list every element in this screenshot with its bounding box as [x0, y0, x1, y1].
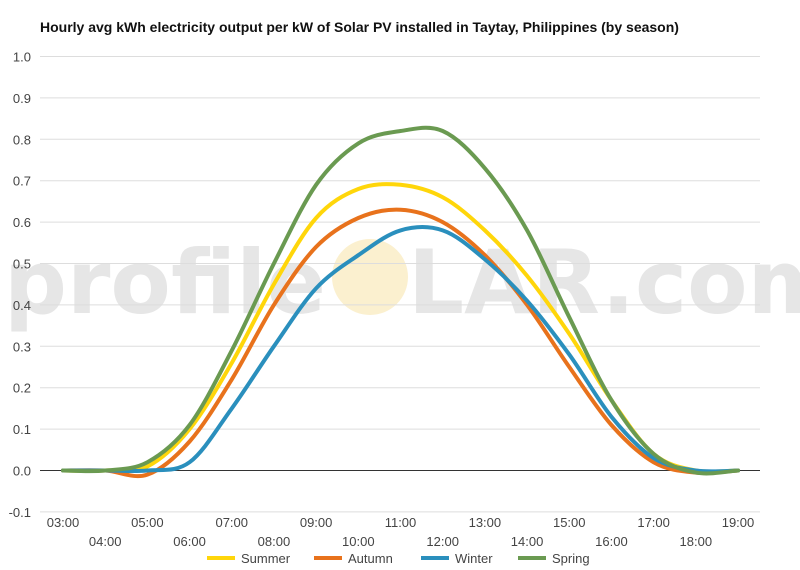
y-tick-label: 0.4 — [13, 298, 31, 313]
y-tick-label: -0.1 — [9, 505, 31, 520]
series-line-autumn — [61, 207, 740, 479]
x-tick-label: 18:00 — [680, 534, 713, 549]
x-axis: 03:00 04:00 05:00 06:00 07:00 08:00 09:00 10:00… — [47, 515, 755, 549]
legend-label-summer: Summer — [241, 551, 291, 566]
legend-label-autumn: Autumn — [348, 551, 393, 566]
series-line-winter — [61, 225, 740, 474]
x-tick-label: 14:00 — [511, 534, 544, 549]
y-tick-label: 0.7 — [13, 174, 31, 189]
x-tick-label: 12:00 — [426, 534, 459, 549]
x-tick-label: 07:00 — [215, 515, 248, 530]
x-tick-label: 11:00 — [385, 515, 417, 530]
watermark-sun-icon — [332, 239, 408, 315]
x-tick-label: 03:00 — [47, 515, 80, 530]
y-tick-label: 0.9 — [13, 91, 31, 106]
x-tick-label: 05:00 — [131, 515, 164, 530]
watermark-text-prefix: profile — [4, 231, 326, 334]
series-lines — [61, 125, 740, 479]
x-tick-label: 15:00 — [553, 515, 586, 530]
y-tick-label: 0.5 — [13, 257, 31, 272]
y-tick-label: 0.1 — [13, 422, 31, 437]
x-tick-label: 06:00 — [173, 534, 206, 549]
gridlines — [40, 56, 760, 513]
chart-title: Hourly avg kWh electricity output per kW… — [40, 19, 679, 35]
y-tick-label: 0.8 — [13, 132, 31, 147]
y-tick-label: 0.3 — [13, 339, 31, 354]
x-tick-label: 09:00 — [300, 515, 333, 530]
watermark: profile LAR.com — [4, 231, 800, 334]
y-axis: 1.0 0.9 0.8 0.7 0.6 0.5 0.4 0.3 0.2 0.1 0.0 -0.1 — [9, 50, 31, 520]
legend-label-spring: Spring — [552, 551, 590, 566]
y-tick-label: 0.6 — [13, 215, 31, 230]
x-tick-label: 10:00 — [342, 534, 375, 549]
x-tick-label: 04:00 — [89, 534, 122, 549]
x-tick-label: 17:00 — [637, 515, 670, 530]
x-tick-label: 08:00 — [258, 534, 291, 549]
y-tick-label: 1.0 — [13, 50, 31, 65]
x-tick-label: 16:00 — [595, 534, 628, 549]
y-tick-label: 0.2 — [13, 381, 31, 396]
series-line-spring — [61, 125, 740, 476]
x-tick-label: 13:00 — [469, 515, 502, 530]
y-tick-label: 0.0 — [13, 464, 31, 479]
legend: Summer Autumn Winter Spring — [207, 551, 590, 566]
legend-label-winter: Winter — [455, 551, 493, 566]
x-tick-label: 19:00 — [722, 515, 755, 530]
